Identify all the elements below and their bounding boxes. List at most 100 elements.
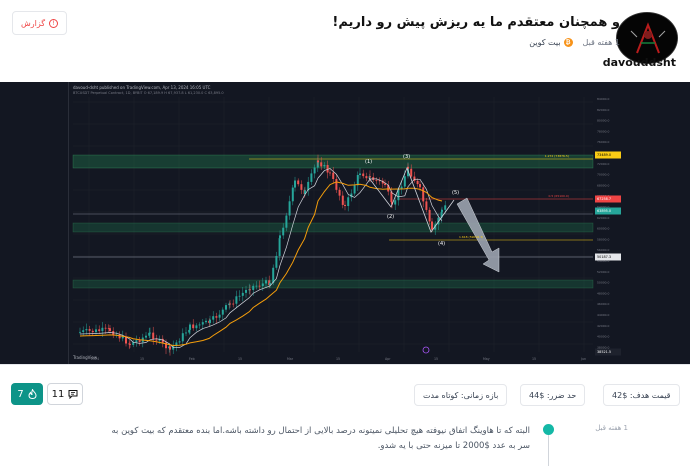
comment-icon <box>68 390 78 399</box>
avatar[interactable] <box>616 12 678 64</box>
price-tick: 38000.0 <box>597 345 609 349</box>
target-price-chip: قیمت هدف: $42 <box>603 384 680 406</box>
price-chart: (1) (2) (3) (4) (5) 1.272 (73876.5) 0.5 … <box>72 82 623 364</box>
price-tick: 52000.0 <box>597 270 609 274</box>
candle <box>235 290 238 309</box>
candle <box>132 339 135 348</box>
candle <box>115 331 118 338</box>
price-tick: 80000.0 <box>597 119 609 123</box>
candle <box>329 169 331 176</box>
coin-name: بیت کوین <box>529 38 561 47</box>
candle <box>310 169 313 186</box>
candle <box>91 328 94 337</box>
candle <box>353 181 356 196</box>
candle <box>185 327 187 337</box>
price-badge: 50187.3 <box>595 253 621 261</box>
candle <box>313 164 316 179</box>
candle <box>138 336 141 346</box>
candle <box>428 207 431 225</box>
candle <box>400 181 403 195</box>
candle <box>375 177 378 185</box>
candle <box>152 326 155 345</box>
avatar-art-icon <box>617 13 677 63</box>
candle <box>279 230 281 242</box>
candle <box>307 176 310 196</box>
ma-white-line <box>79 168 443 348</box>
svg-text:50187.3: 50187.3 <box>597 255 611 259</box>
candle <box>229 300 231 308</box>
candle <box>300 180 303 195</box>
timeframe-chip: بازه زمانی: کوتاه مدت <box>414 384 508 406</box>
timeline-dot <box>543 424 554 435</box>
comment-button[interactable]: 11 <box>47 383 83 405</box>
candle <box>192 319 195 331</box>
price-tick: 82000.0 <box>597 108 609 112</box>
candle <box>365 172 368 182</box>
price-badge: 67258.7 <box>595 195 621 203</box>
wave-path <box>368 166 455 233</box>
candle <box>320 157 323 171</box>
alert-icon: ! <box>49 18 59 28</box>
coin-tag[interactable]: ₿ بیت کوین <box>529 38 573 47</box>
svg-text:63895.0: 63895.0 <box>597 209 611 213</box>
time-tick: 15 <box>434 357 438 361</box>
candle <box>372 172 375 183</box>
candle <box>335 174 338 193</box>
fib-label-1618: 1.618 (59006.3) <box>459 235 483 239</box>
price-tick: 70000.0 <box>597 173 609 177</box>
chart-publisher-line: davoud-dsht published on TradingView.com… <box>73 85 211 90</box>
candle <box>347 193 350 212</box>
candle <box>378 177 381 185</box>
fib-label-1272: 1.272 (73876.5) <box>545 154 569 158</box>
price-tick: 54000.0 <box>597 259 609 263</box>
candle <box>135 335 138 347</box>
chart-ohlc-line: BTCUSDT Perpetual Contract, 1D, BYBIT O … <box>73 91 224 95</box>
candle <box>269 280 271 288</box>
stop-loss-chip: حد ضرر: $44 <box>520 384 586 406</box>
candle <box>384 179 386 188</box>
price-tick: 64000.0 <box>597 205 609 209</box>
candle <box>369 170 371 183</box>
report-button[interactable]: ! گزارش <box>12 11 68 35</box>
wave-label-1: (1) <box>365 159 372 165</box>
candle <box>275 251 278 270</box>
candle <box>241 287 244 302</box>
time-tick: Mar <box>287 357 294 361</box>
candle <box>341 191 344 209</box>
candle <box>359 167 361 179</box>
price-badge: 63895.0 <box>595 207 621 215</box>
candle <box>434 221 437 235</box>
candle <box>265 276 267 288</box>
candle <box>125 332 127 347</box>
candle <box>221 307 224 321</box>
price-tick: 42000.0 <box>597 324 609 328</box>
like-button[interactable]: 7 <box>11 383 43 405</box>
price-tick: 48000.0 <box>597 291 609 295</box>
report-label: گزارش <box>21 18 46 28</box>
candle <box>441 206 443 218</box>
event-marker <box>422 346 430 354</box>
candle <box>107 324 110 333</box>
candle <box>201 318 204 330</box>
candle <box>297 178 300 187</box>
candle <box>444 200 447 214</box>
candle <box>390 187 393 205</box>
idea-description: البته که تا هاوینگ اتفاق نیوفته هیچ تحلی… <box>111 426 530 451</box>
time-tick: Jun <box>580 357 586 361</box>
chart-image[interactable]: (1) (2) (3) (4) (5) 1.272 (73876.5) 0.5 … <box>0 82 690 364</box>
candle <box>368 174 371 182</box>
candle <box>149 327 151 339</box>
candle <box>98 325 101 334</box>
username[interactable]: davouddsht <box>602 56 676 69</box>
candle <box>416 178 419 188</box>
wave-label-2: (2) <box>387 214 394 220</box>
candle <box>88 325 91 336</box>
wave-label-4: (4) <box>438 241 445 247</box>
price-badge: 38521.5 <box>595 348 621 356</box>
wave-label-5: (5) <box>452 190 459 196</box>
candle <box>249 284 251 296</box>
price-badge: 73489.0 <box>595 151 621 159</box>
price-tick: 62000.0 <box>597 216 609 220</box>
time-tick: 15 <box>140 357 144 361</box>
